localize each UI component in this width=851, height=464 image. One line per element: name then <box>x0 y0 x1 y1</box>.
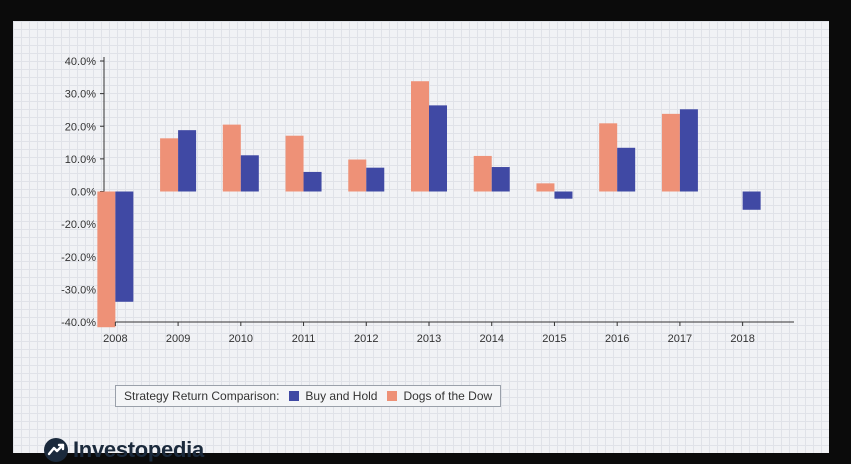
legend: Strategy Return Comparison: Buy and Hold… <box>115 385 502 407</box>
y-tick-label: -20.0% <box>61 252 96 264</box>
x-tick-label: 2013 <box>417 333 441 345</box>
bar-dogs-of-the-dow-2014 <box>473 155 492 192</box>
bar-dogs-of-the-dow-2013 <box>411 81 429 192</box>
bar-buy-and-hold-2012 <box>366 167 385 192</box>
bar-dogs-of-the-dow-2012 <box>348 159 367 192</box>
y-tick-label: 20.0% <box>65 121 96 133</box>
y-tick-label: -20.0% <box>61 219 96 231</box>
legend-label-buy-hold: Buy and Hold <box>305 389 378 403</box>
bar-buy-and-hold-2013 <box>429 105 447 192</box>
x-tick-label: 2015 <box>542 333 566 345</box>
bar-dogs-of-the-dow-2010 <box>222 124 241 192</box>
bar-buy-and-hold-2009 <box>178 130 197 192</box>
bar-buy-and-hold-2016 <box>617 147 636 192</box>
bar-dogs-of-the-dow-2016 <box>599 123 618 192</box>
y-tick-label: 0.0% <box>71 187 96 199</box>
bar-dogs-of-the-dow-2009 <box>160 138 179 192</box>
legend-label-dogs: Dogs of the Dow <box>403 389 493 403</box>
x-tick-label: 2010 <box>229 333 253 345</box>
x-tick-label: 2018 <box>730 333 754 345</box>
investopedia-logo: Investopedia <box>43 437 204 463</box>
chart-frame: 40.0% 30.0% 20.0% 10.0% 0.0% -20.0% -20.0% -30.… <box>13 21 829 462</box>
bar-dogs-of-the-dow-2015 <box>536 183 555 192</box>
x-tick-label: 2016 <box>605 333 629 345</box>
bar-dogs-of-the-dow-2008 <box>97 191 116 328</box>
investopedia-logo-text: Investopedia <box>73 437 204 462</box>
y-tick-label: -40.0% <box>61 317 96 329</box>
legend-title: Strategy Return Comparison: <box>124 389 280 403</box>
bar-dogs-of-the-dow-2011 <box>285 135 304 192</box>
bar-chart: 40.0% 30.0% 20.0% 10.0% 0.0% -20.0% -20.0% -30.… <box>61 56 794 345</box>
y-tick-label: 30.0% <box>65 89 96 101</box>
y-tick-label: -30.0% <box>61 284 96 296</box>
bar-buy-and-hold-2011 <box>303 171 322 192</box>
bar-buy-and-hold-2008 <box>115 191 134 302</box>
legend-swatch-dogs <box>387 391 398 401</box>
bar-buy-and-hold-2010 <box>240 155 259 192</box>
x-tick-label: 2012 <box>354 333 378 345</box>
x-tick-label: 2011 <box>292 333 316 345</box>
x-tick-label: 2009 <box>166 333 190 345</box>
bar-buy-and-hold-2015 <box>554 191 573 199</box>
x-tick-label: 2008 <box>103 333 127 345</box>
y-tick-label: 10.0% <box>65 154 96 166</box>
bar-buy-and-hold-2014 <box>491 167 510 192</box>
investopedia-logo-icon <box>44 438 68 462</box>
x-tick-label: 2014 <box>479 333 503 345</box>
x-tick-label: 2017 <box>668 333 692 345</box>
legend-swatch-buy-hold <box>289 391 300 401</box>
bar-dogs-of-the-dow-2017 <box>661 113 680 192</box>
y-tick-label: 40.0% <box>65 56 96 68</box>
bar-buy-and-hold-2017 <box>679 109 698 192</box>
bar-buy-and-hold-2018 <box>742 191 761 210</box>
